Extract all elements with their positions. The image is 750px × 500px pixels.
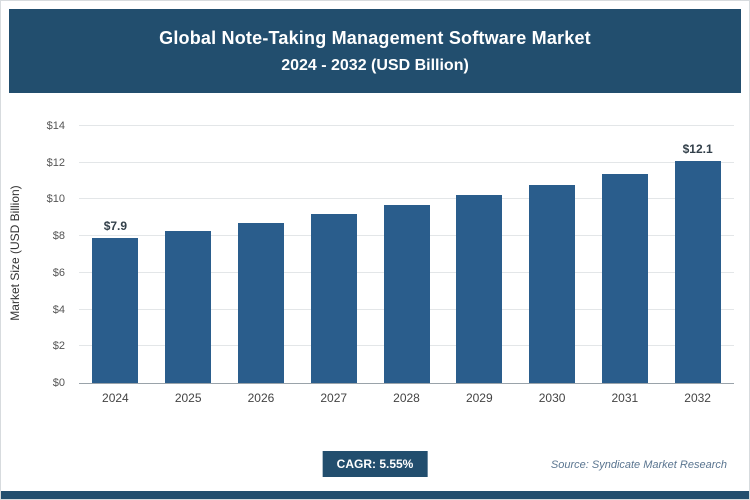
x-axis-label-2025: 2025 [174, 391, 202, 405]
bar-2026 [237, 223, 284, 383]
bar-value-label: $7.9 [103, 218, 128, 233]
gridline [79, 125, 734, 126]
bar-2029 [456, 194, 503, 383]
plot-area: $7.9 $12.1 [79, 125, 734, 384]
bar-slot [516, 126, 589, 383]
y-tick-label: $4 [52, 303, 65, 316]
x-axis-label-2029: 2029 [465, 391, 493, 405]
x-axis-label-2030: 2030 [538, 391, 566, 405]
bar-2032: $12.1 [674, 142, 721, 383]
source-text: Source: Syndicate Market Research [550, 459, 727, 471]
bar-2024: $7.9 [92, 219, 139, 383]
y-tick-label: $14 [46, 120, 65, 132]
x-axis-labels: 2024 2025 2026 2027 2028 2029 2030 2031 2032 [79, 391, 734, 405]
bar-2025 [165, 230, 212, 383]
gridline [79, 161, 734, 163]
y-tick-label: $10 [46, 193, 65, 206]
bar-2030 [529, 184, 576, 383]
bar-slot [443, 126, 516, 383]
y-tick-label: $12 [46, 156, 65, 169]
bar-slot [370, 126, 443, 383]
x-axis-label-2032: 2032 [684, 391, 711, 405]
bar-slot: $12.1 [661, 126, 734, 383]
x-axis-label-2024: 2024 [102, 391, 129, 405]
x-axis-label-2031: 2031 [611, 391, 639, 405]
bar-value-label: $12.1 [682, 141, 713, 156]
chart-subtitle: 2024 - 2032 (USD Billion) [281, 56, 469, 74]
y-tick-label: $6 [52, 266, 65, 279]
y-tick-label: $0 [52, 377, 65, 389]
cagr-badge: CAGR: 5.55% [322, 451, 428, 477]
chart-header: Global Note-Taking Management Software M… [9, 9, 741, 93]
y-tick-label: $8 [52, 230, 65, 243]
chart-title: Global Note-Taking Management Software M… [159, 27, 591, 48]
y-axis-tick-labels: $0 $2 $4 $6 $8 $10 $12 $14 [29, 120, 71, 389]
x-axis-label-2027: 2027 [320, 391, 348, 405]
bar-slot [297, 126, 370, 383]
y-axis-title: Market Size (USD Billion) [8, 185, 22, 321]
bottom-accent-bar [1, 491, 749, 499]
bar-slot: $7.9 [79, 126, 152, 383]
bar-slot [588, 126, 661, 383]
y-tick-label: $2 [52, 340, 65, 353]
bar-2027 [310, 214, 357, 383]
bar-2031 [601, 173, 648, 383]
bar-slot [225, 126, 298, 383]
gridline [79, 198, 734, 200]
x-axis-label-2028: 2028 [393, 391, 420, 405]
x-axis-label-2026: 2026 [247, 391, 275, 405]
bar-2028 [383, 204, 430, 383]
bar-slot [152, 126, 225, 383]
